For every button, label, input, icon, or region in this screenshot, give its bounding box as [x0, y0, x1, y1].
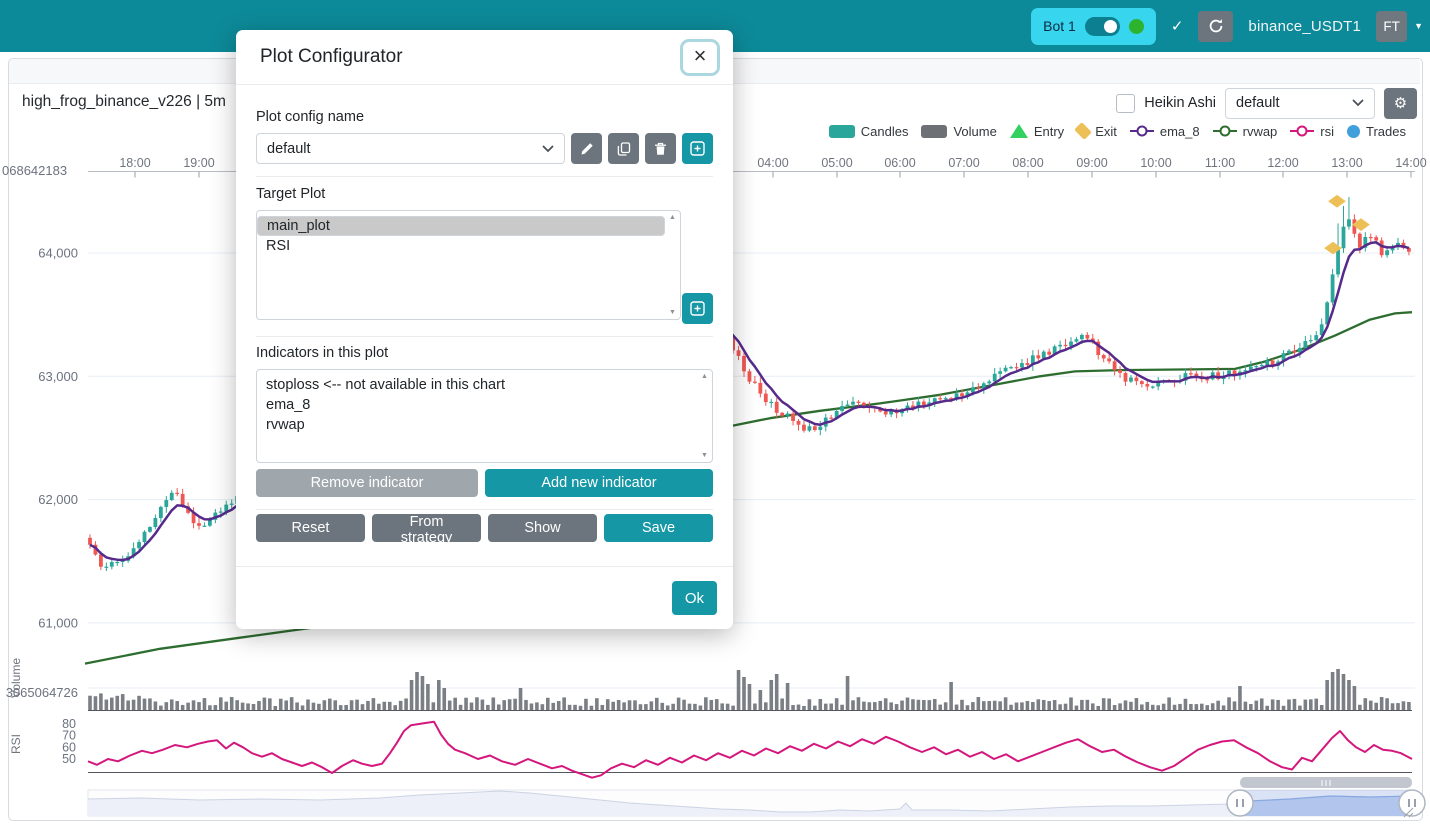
- add-config-button[interactable]: [682, 133, 713, 164]
- Volume-legend-marker-icon: [921, 124, 948, 138]
- pencil-icon: [581, 142, 593, 154]
- remove-indicator-button[interactable]: Remove indicator: [256, 469, 478, 497]
- avatar: FT: [1376, 10, 1408, 42]
- edit-config-button[interactable]: [571, 133, 602, 164]
- legend-label: rvwap: [1242, 123, 1278, 139]
- add-new-indicator-button[interactable]: Add new indicator: [485, 469, 713, 497]
- legend-item-rvwap[interactable]: rvwap: [1212, 123, 1278, 139]
- legend-item-Volume[interactable]: Volume: [921, 123, 997, 139]
- bot-online-dot: [1128, 18, 1144, 34]
- trash-icon: [655, 142, 666, 155]
- scroll-down-icon[interactable]: ▼: [701, 452, 708, 459]
- legend-label: ema_8: [1159, 123, 1200, 139]
- gear-icon: ⚙: [1393, 95, 1408, 112]
- indicators-label: Indicators in this plot: [256, 345, 389, 361]
- chart-controls: Heikin Ashi default ⚙: [1116, 87, 1417, 119]
- ema_8-legend-marker-icon: [1129, 125, 1154, 137]
- list-scrollbar[interactable]: ▲ ▼: [697, 370, 712, 462]
- check-icon: ✓: [1170, 18, 1184, 35]
- chart-legend: Candles Volume Entry Exit ema_8 rvwap rsi Trade…: [828, 121, 1406, 141]
- Trades-legend-marker-icon: [1347, 124, 1361, 138]
- legend-ring: [1296, 125, 1308, 137]
- plot-configurator-dialog: Plot Configurator × Plot config name def…: [236, 30, 733, 629]
- legend-ring: [1219, 125, 1231, 137]
- close-icon: ×: [693, 43, 707, 68]
- chevron-down-icon: [542, 145, 554, 152]
- legend-item-rsi[interactable]: rsi: [1290, 124, 1334, 139]
- navbar-right-group: Bot 1 ✓ binance_USDT1 FT ▼: [1031, 0, 1423, 52]
- bot-selector[interactable]: Bot 1: [1031, 7, 1156, 45]
- refresh-button[interactable]: [1198, 10, 1234, 42]
- legend-item-Entry[interactable]: Entry: [1009, 123, 1065, 139]
- list-scrollbar[interactable]: ▲ ▼: [665, 211, 680, 319]
- ok-button[interactable]: Ok: [671, 581, 717, 615]
- legend-label: Candles: [860, 123, 909, 139]
- duplicate-config-button[interactable]: [608, 133, 639, 164]
- close-button[interactable]: ×: [680, 39, 720, 76]
- modal-body: Plot config name default: [236, 109, 733, 546]
- add-plot-button[interactable]: [682, 293, 713, 324]
- legend-label: Trades: [1366, 123, 1406, 139]
- indicator-item[interactable]: stoploss <-- not available in this chart: [266, 377, 505, 393]
- modal-header: Plot Configurator ×: [236, 30, 733, 85]
- refresh-icon: [1209, 19, 1223, 33]
- plot-config-name-select[interactable]: default: [256, 133, 565, 164]
- copy-icon: [617, 141, 630, 156]
- legend-label: rsi: [1320, 123, 1335, 139]
- rsi-legend-marker-icon: [1290, 125, 1315, 137]
- modal-title: Plot Configurator: [260, 46, 403, 67]
- toggle-knob: [1103, 19, 1117, 33]
- indicator-list[interactable]: stoploss <-- not available in this chart…: [256, 369, 713, 463]
- legend-item-ema_8[interactable]: ema_8: [1129, 123, 1200, 139]
- add-square-icon: [690, 301, 705, 316]
- plot-config-name-label: Plot config name: [256, 109, 365, 125]
- legend-item-Exit[interactable]: Exit: [1074, 122, 1117, 140]
- target-plot-list[interactable]: main_plot RSI ▲ ▼: [256, 210, 681, 320]
- indicator-item[interactable]: rvwap: [266, 417, 305, 433]
- indicator-buttons: Remove indicator Add new indicator: [256, 469, 713, 497]
- show-button[interactable]: Show: [488, 514, 597, 542]
- Exit-legend-marker-icon: [1074, 122, 1093, 140]
- indicator-item[interactable]: ema_8: [266, 397, 311, 413]
- plot-config-name-value: default: [267, 140, 311, 157]
- from-strategy-button[interactable]: From strategy: [372, 514, 481, 546]
- legend-ring: [1136, 125, 1148, 137]
- chart-title: high_frog_binance_v226 | 5m: [22, 93, 226, 110]
- legend-label: Exit: [1095, 123, 1117, 139]
- heikin-ashi-label: Heikin Ashi: [1144, 95, 1216, 111]
- plot-config-dropdown[interactable]: default: [1225, 87, 1375, 119]
- chevron-down-icon: ▼: [1414, 21, 1423, 31]
- legend-item-Candles[interactable]: Candles: [828, 123, 909, 139]
- scroll-up-icon[interactable]: ▲: [701, 373, 708, 380]
- plot-config-row: default: [256, 133, 713, 164]
- legend-item-Trades[interactable]: Trades: [1347, 124, 1406, 139]
- scroll-up-icon[interactable]: ▲: [669, 214, 676, 221]
- save-button[interactable]: Save: [604, 514, 713, 542]
- bot-toggle[interactable]: [1084, 16, 1120, 36]
- legend-label: Entry: [1033, 123, 1065, 139]
- delete-config-button[interactable]: [645, 133, 676, 164]
- chevron-down-icon: [1352, 99, 1364, 107]
- plot-settings-button[interactable]: ⚙: [1384, 87, 1417, 119]
- user-menu[interactable]: FT ▼: [1376, 10, 1423, 42]
- bot-name-label: Bot 1: [1043, 18, 1076, 34]
- modal-footer: Ok: [236, 566, 733, 629]
- plot-config-dropdown-value: default: [1236, 95, 1280, 111]
- Entry-legend-marker-icon: [1009, 124, 1028, 138]
- add-square-icon: [690, 141, 705, 156]
- rvwap-legend-marker-icon: [1212, 125, 1237, 137]
- pair-label: binance_USDT1: [1248, 17, 1362, 35]
- reset-button[interactable]: Reset: [256, 514, 365, 542]
- target-plot-item[interactable]: RSI: [266, 238, 291, 254]
- target-plot-section: main_plot RSI ▲ ▼: [256, 210, 713, 324]
- legend-label: Volume: [953, 123, 997, 139]
- config-action-buttons: Reset From strategy Show Save: [256, 514, 713, 546]
- target-plot-item[interactable]: main_plot: [257, 216, 665, 236]
- Candles-legend-marker-icon: [828, 124, 855, 138]
- scroll-down-icon[interactable]: ▼: [669, 309, 676, 316]
- target-plot-label: Target Plot: [256, 186, 326, 202]
- heikin-ashi-checkbox[interactable]: [1116, 93, 1136, 113]
